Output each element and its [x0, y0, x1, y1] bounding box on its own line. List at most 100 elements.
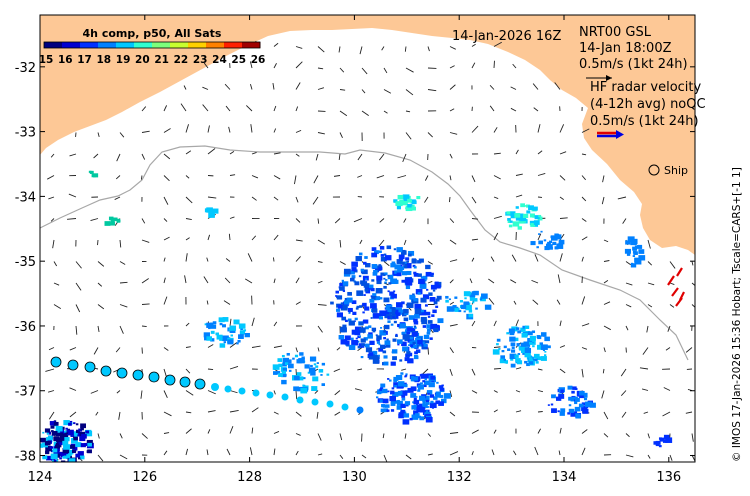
sst-pixel	[206, 336, 212, 341]
velocity-arrow	[229, 390, 238, 394]
velocity-arrow	[537, 233, 542, 241]
sst-pixel	[387, 308, 392, 313]
sst-pixel	[62, 440, 69, 446]
sst-pixel	[373, 269, 378, 274]
velocity-arrow	[357, 175, 363, 178]
sst-pixel	[401, 271, 408, 276]
sst-pixel	[423, 343, 428, 347]
velocity-arrow	[334, 218, 341, 224]
sst-pixel	[414, 351, 418, 355]
velocity-arrow	[515, 194, 523, 198]
sst-pixel	[379, 310, 387, 317]
sst-pixel	[89, 170, 94, 174]
sst-pixel	[380, 408, 386, 413]
sst-pixel	[438, 385, 443, 389]
sst-pixel	[507, 348, 511, 351]
sst-pixel	[378, 343, 381, 346]
velocity-arrow	[141, 325, 147, 328]
sst-pixel	[424, 415, 427, 418]
velocity-arrow	[531, 279, 539, 284]
velocity-arrow	[207, 410, 216, 413]
sst-pixel	[379, 297, 383, 300]
velocity-arrow	[207, 148, 216, 155]
sst-pixel	[380, 272, 385, 276]
sst-pixel	[405, 373, 408, 376]
sst-pixel	[320, 374, 323, 376]
velocity-arrow	[312, 196, 319, 205]
sst-pixel	[203, 332, 211, 338]
sst-pixel	[433, 324, 439, 330]
sst-pixel	[517, 226, 522, 230]
sst-pixel	[233, 319, 240, 325]
sst-pixel	[394, 315, 399, 319]
sst-pixel	[55, 432, 61, 437]
sst-pixel	[371, 247, 377, 251]
velocity-arrow	[273, 278, 276, 284]
sst-pixel	[498, 347, 501, 350]
sst-pixel	[59, 457, 62, 460]
velocity-arrow	[163, 175, 170, 182]
velocity-arrow	[602, 175, 605, 183]
sst-pixel	[423, 334, 430, 340]
sst-pixel	[469, 292, 476, 298]
velocity-arrow	[185, 411, 192, 414]
sst-pixel	[402, 346, 409, 352]
sst-pixel	[399, 359, 403, 362]
sst-pixel	[526, 362, 531, 367]
velocity-arrow	[141, 433, 148, 439]
sst-pixel	[51, 430, 58, 436]
velocity-arrow	[207, 125, 210, 133]
velocity-arrow	[116, 153, 121, 162]
sst-pixel	[397, 205, 400, 208]
velocity-arrow	[203, 276, 209, 284]
sst-pixel	[59, 442, 63, 446]
sst-pixel	[78, 428, 83, 432]
velocity-arrow	[185, 218, 192, 220]
velocity-arrow	[334, 390, 341, 396]
velocity-arrow	[295, 450, 299, 456]
velocity-arrow	[97, 132, 100, 138]
sst-pixel	[520, 203, 526, 208]
sst-pixel	[402, 334, 410, 340]
sst-pixel	[534, 358, 538, 362]
sst-pixel	[402, 261, 407, 265]
velocity-arrow	[510, 107, 517, 112]
sst-pixel	[391, 261, 396, 265]
velocity-arrow	[581, 196, 587, 202]
hf-radar-arrows	[667, 267, 685, 307]
colorbar-swatch	[62, 42, 81, 48]
velocity-arrow	[357, 368, 363, 371]
sst-pixel	[364, 256, 368, 259]
velocity-arrow	[50, 218, 55, 222]
velocity-arrow	[581, 218, 587, 222]
sst-pixel	[463, 291, 471, 297]
sst-pixel	[439, 387, 445, 392]
sst-pixel	[73, 436, 78, 441]
sst-pixel	[395, 201, 401, 206]
sst-pixel	[401, 250, 407, 255]
sst-pixel	[340, 302, 344, 305]
sst-pixel	[415, 403, 419, 406]
colorbar-swatch	[152, 42, 171, 48]
sst-pixel	[390, 323, 394, 326]
sst-pixel	[383, 277, 386, 280]
sst-pixel	[540, 332, 547, 337]
sst-pixel	[344, 340, 350, 345]
velocity-arrow	[617, 196, 627, 200]
sst-pixel	[426, 328, 431, 332]
sst-pixel	[458, 309, 462, 313]
sst-pixel	[312, 376, 319, 382]
sst-pixel	[454, 307, 460, 312]
sst-pixel	[414, 308, 422, 315]
sst-pixel	[400, 403, 406, 409]
sst-pixel	[60, 460, 66, 462]
colorbar-swatch	[98, 42, 117, 48]
velocity-arrow	[471, 62, 476, 69]
sst-pixel	[308, 367, 316, 373]
sst-pixel	[534, 353, 540, 359]
sst-pixel	[539, 342, 543, 346]
sst-pixel	[356, 340, 360, 343]
sst-pixel	[344, 319, 348, 323]
sst-pixel	[346, 343, 350, 347]
velocity-arrow	[53, 304, 62, 310]
